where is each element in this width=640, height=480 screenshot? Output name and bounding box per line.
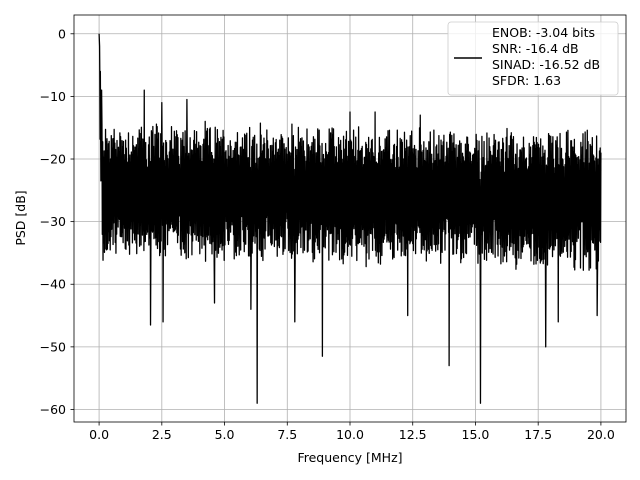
y-tick-label: −50 [40,339,66,354]
x-tick-label: 5.0 [215,427,235,442]
x-tick-label: 0.0 [89,427,109,442]
y-axis-label: PSD [dB] [13,190,28,245]
y-tick-label: −30 [40,214,66,229]
x-axis-label: Frequency [MHz] [297,450,402,465]
y-tick-label: −10 [40,89,66,104]
legend-text-snr: SNR: -16.4 dB [492,41,579,56]
x-tick-label: 12.5 [399,427,427,442]
legend-text-sinad: SINAD: -16.52 dB [492,57,600,72]
x-tick-label: 15.0 [462,427,490,442]
x-tick-label: 20.0 [587,427,615,442]
y-tick-label: 0 [58,26,66,41]
legend-box [447,21,619,96]
x-axis-ticks: 0.0 2.5 5.0 7.5 10.0 12.5 15.0 17.5 20.0 [89,422,615,442]
legend-text-sfdr: SFDR: 1.63 [492,73,561,88]
y-axis-ticks: 0 −10 −20 −30 −40 −50 −60 [40,26,74,417]
legend-text-enob: ENOB: -3.04 bits [492,25,595,40]
x-tick-label: 2.5 [152,427,172,442]
x-tick-label: 17.5 [524,427,552,442]
x-tick-label: 10.0 [336,427,364,442]
y-tick-label: −20 [40,152,66,167]
legend: ENOB: -3.04 bits SNR: -16.4 dB SINAD: -1… [447,21,619,96]
x-tick-label: 7.5 [277,427,297,442]
y-tick-label: −60 [40,402,66,417]
psd-series [98,33,602,404]
y-tick-label: −40 [40,277,66,292]
psd-series-line [98,33,602,404]
